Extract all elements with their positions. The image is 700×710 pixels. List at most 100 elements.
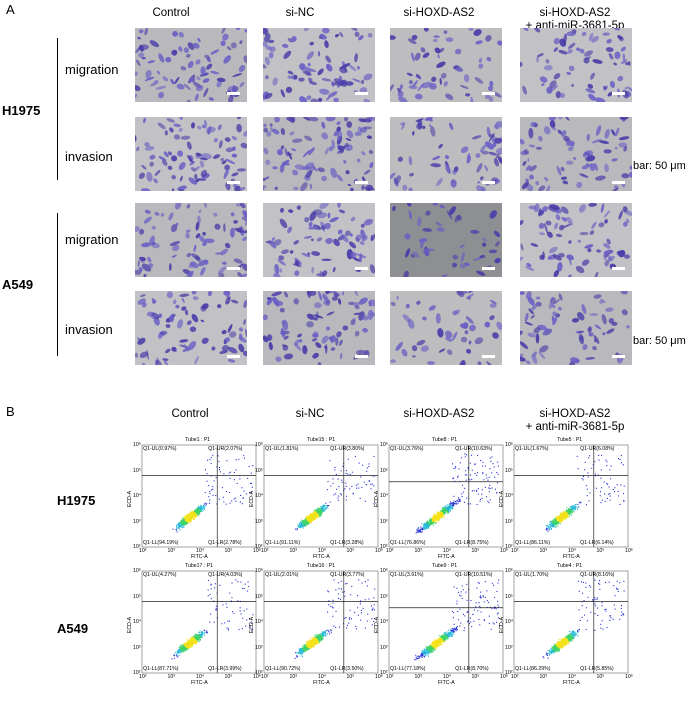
flow-plot-a549-control: Tube17 : P1 Q1-UL(4.27%) Q1-UR(4.03%) Q1-LL…	[127, 563, 261, 686]
y-tick-label: 10⁵	[505, 467, 513, 474]
y-tick-label: 10⁶	[380, 568, 388, 574]
quadrant-ul-label: Q1-UL(0.97%)	[143, 446, 177, 452]
y-tick-label: 10⁵	[380, 467, 388, 474]
scale-bar	[482, 92, 495, 95]
micrograph-h1975-migration-si-hoxd-as2	[390, 28, 502, 102]
panel-b-col-si-nc: si-NC	[295, 408, 325, 420]
y-tick-label: 10³	[133, 644, 141, 651]
quadrant-ur-label: Q1-UR(6.08%)	[580, 446, 615, 452]
x-tick-label: 10⁴	[443, 548, 451, 554]
y-tick-label: 10³	[380, 518, 388, 525]
x-tick-label: 10³	[289, 674, 298, 680]
x-axis-label: FITC-A	[563, 680, 580, 686]
panel-a-col-si-hoxd: si-HOXD-AS2	[403, 7, 475, 19]
flow-plot-h1975-rescue: Tube5 : P1 Q1-UL(1.67%) Q1-UR(6.08%) Q1-LL(…	[499, 437, 633, 560]
x-tick-label: 10⁵	[471, 548, 480, 554]
micrograph-a549-migration-si-hoxd-as2	[390, 203, 502, 277]
micrograph-h1975-invasion-si-hoxd-as2	[390, 117, 502, 191]
y-tick-label: 10³	[133, 518, 141, 525]
x-axis-label: FITC-A	[313, 554, 330, 560]
y-tick-label: 10²	[255, 670, 263, 676]
x-tick-label: 10²	[386, 548, 394, 554]
plot-frame	[513, 444, 629, 548]
quadrant-ll-label: Q1-LL(76.86%)	[390, 540, 426, 546]
y-tick-label: 10³	[505, 518, 513, 525]
tube-label: Tube1 : P1	[185, 437, 211, 443]
micrograph-a549-invasion-control	[135, 291, 247, 365]
quadrant-lr-label: Q1-LR(6.14%)	[580, 540, 614, 546]
panel-a-row-invasion-h1975: invasion	[65, 149, 113, 164]
quadrant-ur-label: Q1-UR(3.77%)	[330, 572, 365, 578]
y-tick-label: 10⁴	[505, 493, 513, 499]
scale-bar	[355, 355, 368, 358]
quadrant-ul-label: Q1-UL(3.76%)	[390, 446, 424, 452]
x-tick-label: 10³	[167, 548, 176, 554]
quadrant-ur-label: Q1-UR(3.80%)	[330, 446, 365, 452]
y-tick-label: 10⁵	[133, 593, 141, 600]
y-tick-label: 10⁴	[255, 493, 263, 499]
x-tick-label: 10⁵	[346, 674, 355, 680]
x-tick-label: 10²	[511, 674, 519, 680]
tube-label: Tube17 : P1	[185, 563, 214, 569]
x-tick-label: 10²	[511, 548, 519, 554]
scale-bar	[612, 355, 625, 358]
x-tick-label: 10⁵	[224, 548, 233, 554]
panel-a-bar-note-a549: bar: 50 μm	[633, 335, 686, 347]
flow-plot-h1975-control: Tube1 : P1 Q1-UL(0.97%) Q1-UR(2.07%) Q1-LL(…	[127, 437, 261, 560]
plot-frame	[263, 570, 379, 674]
x-tick-label: 10³	[414, 674, 423, 680]
y-tick-label: 10⁴	[133, 493, 141, 499]
y-tick-label: 10⁶	[505, 568, 513, 574]
plot-frame	[141, 570, 257, 674]
y-tick-label: 10²	[380, 544, 388, 550]
x-tick-label: 10⁵	[346, 548, 355, 554]
panel-b-col-control: Control	[171, 408, 209, 420]
x-tick-label: 10²	[386, 674, 394, 680]
y-tick-label: 10⁶	[255, 568, 263, 574]
y-tick-label: 10³	[380, 644, 388, 651]
plot-frame	[513, 570, 629, 674]
quadrant-ur-label: Q1-UR(10.63%)	[455, 446, 493, 452]
scale-bar	[482, 267, 495, 270]
quadrant-ur-label: Q1-UR(8.16%)	[580, 572, 615, 578]
micrograph-a549-migration-si-nc	[263, 203, 375, 277]
micrograph-a549-invasion-si-hoxd-as2	[390, 291, 502, 365]
y-tick-label: 10⁶	[380, 442, 388, 448]
y-tick-label: 10²	[255, 544, 263, 550]
panel-b-label-h1975: H1975	[57, 493, 96, 508]
x-tick-label: 10²	[139, 548, 147, 554]
scale-bar	[612, 267, 625, 270]
y-tick-label: 10⁶	[505, 442, 513, 448]
plot-frame	[388, 570, 504, 674]
panel-b-col-rescue-line2: + anti-miR-3681-5p	[525, 421, 625, 433]
x-axis-label: FITC-A	[313, 680, 330, 686]
plot-frame	[388, 444, 504, 548]
tube-label: Tube15 : P1	[307, 437, 336, 443]
panel-b-col-rescue: si-HOXD-AS2 + anti-miR-3681-5p	[515, 408, 635, 434]
x-tick-label: 10⁴	[196, 548, 204, 554]
flow-plot-a549-si-nc: Tube16 : P1 Q1-UL(2.01%) Q1-UR(3.77%) Q1-LL…	[249, 563, 383, 686]
x-tick-label: 10⁴	[196, 674, 204, 680]
panel-a-row-invasion-a549: invasion	[65, 322, 113, 337]
quadrant-ll-label: Q1-LL(86.29%)	[515, 666, 551, 672]
micrograph-a549-migration-rescue	[520, 203, 632, 277]
scale-bar	[355, 92, 368, 95]
tube-label: Tube4 : P1	[557, 563, 583, 569]
tube-label: Tube9 : P1	[432, 563, 458, 569]
panel-a-col-control: Control	[152, 7, 190, 19]
y-tick-label: 10³	[255, 644, 263, 651]
x-tick-label: 10⁶	[625, 548, 633, 554]
quadrant-lr-label: Q1-LR(2.78%)	[208, 540, 242, 546]
panel-b-col-si-hoxd: si-HOXD-AS2	[403, 408, 475, 420]
quadrant-ur-label: Q1-UR(4.03%)	[208, 572, 243, 578]
y-tick-label: 10⁶	[255, 442, 263, 448]
micrograph-h1975-migration-rescue	[520, 28, 632, 102]
x-axis-label: FITC-A	[438, 680, 455, 686]
flow-plot-a549-rescue: Tube4 : P1 Q1-UL(1.70%) Q1-UR(8.16%) Q1-LL(…	[499, 563, 633, 686]
x-tick-label: 10⁴	[318, 674, 326, 680]
y-tick-label: 10⁵	[255, 593, 263, 600]
x-tick-label: 10⁶	[253, 674, 261, 680]
y-tick-label: 10⁵	[255, 467, 263, 474]
scale-bar	[612, 181, 625, 184]
panel-a-row-migration-a549: migration	[65, 232, 119, 247]
